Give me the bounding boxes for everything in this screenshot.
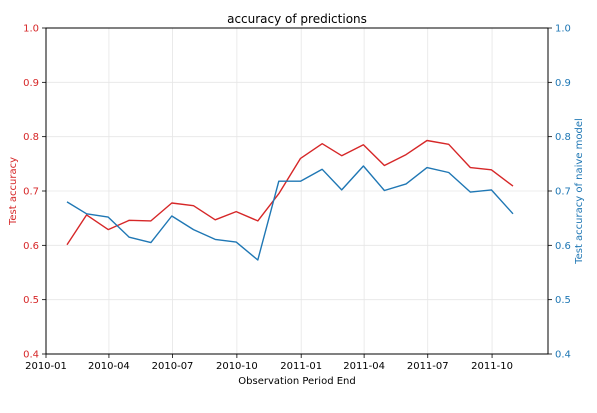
test-accuracy-line <box>66 139 514 246</box>
right-tick-label: 0.5 <box>555 295 571 306</box>
right-tick-label: 0.4 <box>555 350 571 361</box>
left-tick-label: 0.6 <box>23 241 39 252</box>
chart-title: accuracy of predictions <box>227 12 367 26</box>
right-tick-label: 0.6 <box>555 241 571 252</box>
gridlines <box>45 27 548 355</box>
right-tick-label: 1.0 <box>555 24 571 35</box>
x-tick-label: 2010-07 <box>152 361 194 372</box>
right-y-axis-label: Test accuracy of naive model <box>574 118 585 265</box>
left-tick-label: 0.4 <box>23 350 39 361</box>
left-tick-label: 1.0 <box>23 24 39 35</box>
x-tick-label: 2011-07 <box>407 361 449 372</box>
x-tick-label: 2011-04 <box>343 361 385 372</box>
naive-model-accuracy-line <box>66 165 514 261</box>
x-tick-label: 2010-10 <box>216 361 258 372</box>
left-tick-label: 0.7 <box>23 187 39 198</box>
right-tick-label: 0.9 <box>555 78 571 89</box>
x-axis: 2010-01 2010-04 2010-07 2010-10 2011-01 2011-… <box>25 354 513 372</box>
x-tick-label: 2010-04 <box>88 361 130 372</box>
right-tick-label: 0.7 <box>555 187 571 198</box>
left-y-axis-label: Test accuracy <box>8 157 19 226</box>
right-y-axis: 0.4 0.5 0.6 0.7 0.8 0.9 1.0 <box>548 24 571 361</box>
x-tick-label: 2011-01 <box>280 361 322 372</box>
x-tick-label: 2010-01 <box>25 361 67 372</box>
x-tick-label: 2011-10 <box>471 361 513 372</box>
left-tick-label: 0.9 <box>23 78 39 89</box>
right-tick-label: 0.8 <box>555 132 571 143</box>
left-tick-label: 0.5 <box>23 295 39 306</box>
left-y-axis: 0.4 0.5 0.6 0.7 0.8 0.9 1.0 <box>23 24 46 361</box>
series-layer <box>66 139 514 261</box>
x-axis-label: Observation Period End <box>238 376 355 387</box>
left-tick-label: 0.8 <box>23 132 39 143</box>
